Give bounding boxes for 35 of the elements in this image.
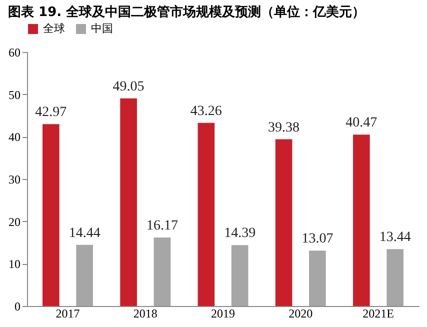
y-tick-label: 0	[14, 300, 20, 314]
data-label: 14.44	[68, 226, 100, 241]
x-tick-label: 2019	[211, 306, 235, 320]
chart-title: 图表 19. 全球及中国二极管市场规模及预测（单位：亿美元）	[8, 4, 366, 20]
bar	[275, 139, 292, 306]
data-label: 14.39	[224, 226, 256, 242]
x-tick-label: 2017	[56, 306, 80, 320]
y-tick-label: 10	[8, 257, 20, 272]
data-label: 13.07	[302, 232, 334, 247]
bar	[198, 122, 215, 306]
bar	[42, 124, 60, 306]
data-label: 16.17	[146, 218, 178, 234]
y-tick-label: 20	[8, 214, 20, 229]
data-label: 43.26	[190, 104, 222, 119]
y-tick-label: 30	[8, 172, 20, 186]
bar	[353, 134, 370, 306]
bar	[231, 245, 248, 306]
legend-label: 全球	[43, 22, 65, 35]
data-label: 40.47	[346, 116, 378, 131]
y-tick-label: 50	[8, 88, 20, 102]
x-tick-label: 2020	[288, 306, 313, 320]
bar	[154, 238, 171, 306]
bar	[309, 250, 326, 306]
bar	[386, 249, 404, 306]
bar	[120, 98, 137, 306]
data-label: 49.05	[112, 79, 144, 94]
data-label: 39.38	[268, 120, 300, 136]
x-tick-label: 2018	[133, 306, 158, 320]
y-tick-label: 40	[8, 130, 20, 144]
legend-label: 中国	[91, 22, 113, 35]
y-tick-label: 60	[8, 46, 20, 60]
bar	[76, 244, 93, 306]
x-tick-label: 2021E	[362, 306, 394, 320]
data-label: 13.44	[379, 230, 411, 246]
data-label: 42.97	[35, 105, 67, 120]
